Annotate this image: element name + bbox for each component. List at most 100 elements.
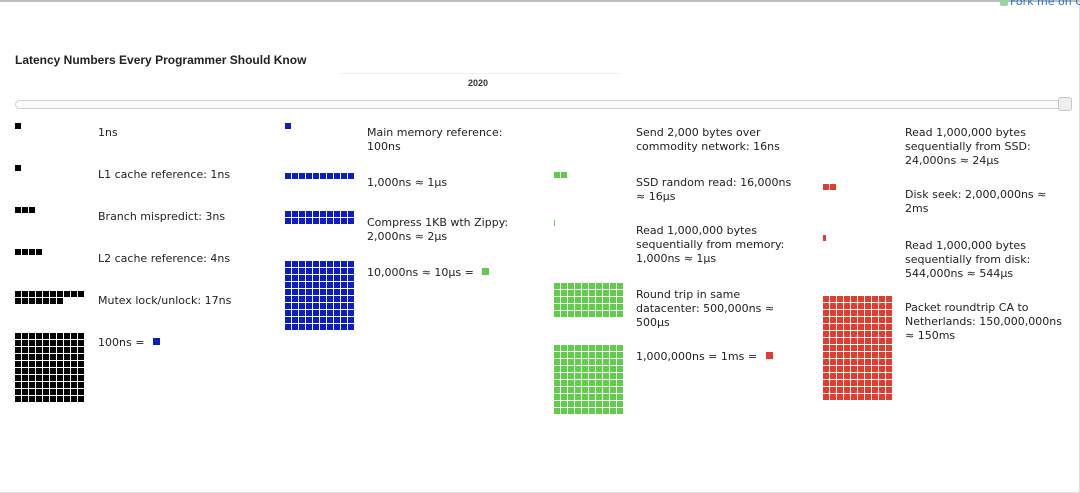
latency-cell: [71, 375, 77, 381]
latency-cell: [596, 387, 602, 393]
latency-cell: [865, 366, 871, 372]
latency-label: 10,000ns ≈ 10µs =: [367, 266, 517, 280]
latency-cell: [57, 298, 63, 304]
latency-cell: [589, 352, 595, 358]
latency-cell: [71, 340, 77, 346]
page-title: Latency Numbers Every Programmer Should …: [15, 53, 307, 67]
latency-cell: [15, 249, 21, 255]
latency-cell: [285, 296, 291, 302]
latency-cell: [582, 373, 588, 379]
latency-cell: [851, 317, 857, 323]
latency-cell: [596, 380, 602, 386]
latency-cell: [823, 331, 829, 337]
fork-link-text[interactable]: Fork me on GitHub: [1010, 0, 1080, 8]
latency-cell: [341, 282, 347, 288]
latency-cell: [610, 297, 616, 303]
latency-cell: [830, 310, 836, 316]
latency-cell: [879, 345, 885, 351]
latency-cell: [610, 304, 616, 310]
latency-cell: [64, 340, 70, 346]
latency-cell: [36, 389, 42, 395]
latency-cell: [15, 368, 21, 374]
latency-cell: [327, 211, 333, 217]
latency-cell: [851, 387, 857, 393]
latency-cell: [865, 310, 871, 316]
latency-cell: [858, 387, 864, 393]
latency-cell: [29, 368, 35, 374]
latency-cell: [596, 408, 602, 414]
latency-cell: [858, 296, 864, 302]
latency-label: 1,000,000ns = 1ms =: [636, 350, 796, 364]
latency-cell: [22, 396, 28, 402]
latency-cell: [306, 261, 312, 267]
latency-cell: [334, 173, 340, 179]
latency-cell: [575, 290, 581, 296]
latency-cell: [78, 382, 84, 388]
latency-cell: [554, 401, 560, 407]
latency-cell: [36, 333, 42, 339]
latency-cell: [348, 211, 354, 217]
latency-cell: [306, 296, 312, 302]
latency-cell: [575, 408, 581, 414]
latency-cell: [15, 382, 21, 388]
latency-cell: [568, 283, 574, 289]
latency-cell: [865, 331, 871, 337]
latency-cell: [823, 345, 829, 351]
latency-cell: [50, 340, 56, 346]
latency-cell: [568, 394, 574, 400]
latency-cell: [858, 380, 864, 386]
latency-cell: [575, 304, 581, 310]
latency-cell: [879, 373, 885, 379]
latency-cell: [823, 324, 829, 330]
year-slider-thumb[interactable]: [1058, 97, 1072, 111]
latency-cell: [285, 282, 291, 288]
latency-cell: [844, 296, 850, 302]
latency-cell: [851, 303, 857, 309]
latency-cell: [610, 352, 616, 358]
latency-cell: [78, 340, 84, 346]
latency-cell: [43, 396, 49, 402]
latency-cell: [865, 345, 871, 351]
latency-cell: [285, 310, 291, 316]
latency-cell: [886, 366, 892, 372]
latency-cell: [589, 290, 595, 296]
latency-cell: [596, 283, 602, 289]
latency-cell: [29, 340, 35, 346]
latency-cell: [341, 218, 347, 224]
latency-cell: [617, 345, 623, 351]
latency-cell: [71, 396, 77, 402]
latency-label: Read 1,000,000 bytes sequentially from m…: [636, 224, 796, 266]
latency-cell: [589, 359, 595, 365]
latency-cell: [50, 298, 56, 304]
latency-cell: [823, 387, 829, 393]
latency-cell-partial: [823, 235, 826, 241]
latency-cell: [858, 331, 864, 337]
latency-cell: [568, 359, 574, 365]
latency-cell: [603, 380, 609, 386]
fork-on-github-link[interactable]: Fork me on GitHub: [1000, 0, 1080, 8]
latency-cell: [554, 283, 560, 289]
latency-cell: [320, 275, 326, 281]
latency-cell: [837, 317, 843, 323]
latency-cell: [610, 311, 616, 317]
latency-cell: [561, 408, 567, 414]
latency-cell: [575, 394, 581, 400]
latency-cell: [334, 268, 340, 274]
latency-cell: [334, 275, 340, 281]
latency-cell: [886, 394, 892, 400]
latency-cell: [603, 283, 609, 289]
latency-cell: [582, 380, 588, 386]
latency-cell: [617, 366, 623, 372]
latency-cell: [582, 283, 588, 289]
latency-cell: [582, 297, 588, 303]
year-slider-track[interactable]: [15, 100, 1065, 109]
year-label: 2020: [468, 78, 489, 88]
latency-cell: [603, 394, 609, 400]
latency-cell: [341, 289, 347, 295]
latency-cell: [844, 324, 850, 330]
latency-cell: [879, 380, 885, 386]
latency-cell: [327, 317, 333, 323]
latency-cell: [879, 366, 885, 372]
legend-swatch-icon: [152, 338, 160, 345]
latency-cell: [879, 324, 885, 330]
